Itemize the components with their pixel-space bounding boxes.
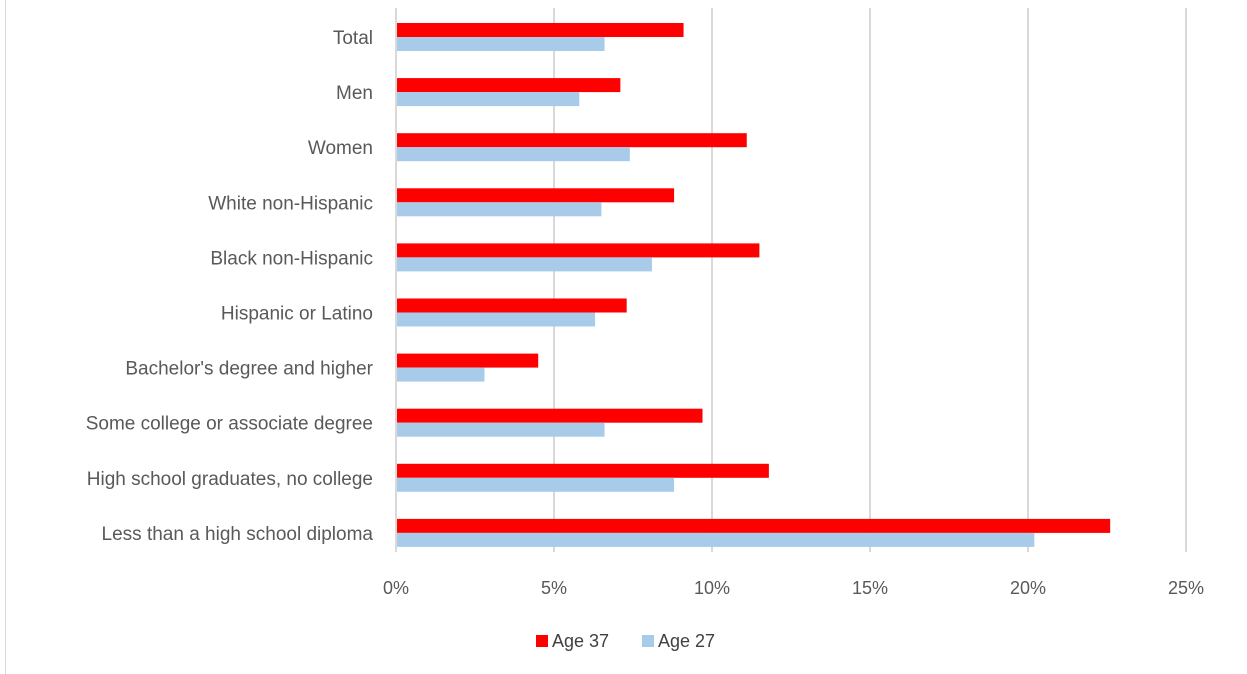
bar-age-37-high-school-graduates-no-college <box>396 463 769 478</box>
bar-age-37-less-than-a-high-school-diploma <box>396 518 1111 533</box>
bar-age-27-bachelor-s-degree-and-higher <box>396 367 485 382</box>
bar-age-37-bachelor-s-degree-and-higher <box>396 353 539 368</box>
x-tick-label: 0% <box>383 578 409 598</box>
legend-swatch <box>536 635 548 647</box>
bars <box>396 23 1111 547</box>
category-label: High school graduates, no college <box>87 469 373 490</box>
x-tick-label: 20% <box>1010 578 1046 598</box>
bar-age-37-some-college-or-associate-degree <box>396 408 703 423</box>
legend-item-age-27: Age 27 <box>642 631 715 651</box>
legend-swatch <box>642 635 654 647</box>
x-tick-label: 10% <box>694 578 730 598</box>
legend-label: Age 27 <box>658 631 715 651</box>
gridlines <box>553 8 1187 552</box>
bar-age-37-men <box>396 78 621 93</box>
bar-age-27-hispanic-or-latino <box>396 312 596 327</box>
category-label: Bachelor's degree and higher <box>125 359 373 380</box>
legend-item-age-37: Age 37 <box>536 631 609 651</box>
category-label: Men <box>336 83 373 104</box>
bar-age-37-white-non-hispanic <box>396 188 675 203</box>
legend: Age 37 Age 27 <box>536 631 715 651</box>
category-labels: Total Men Women White non-Hispanic Black non… <box>86 28 374 545</box>
bar-age-27-women <box>396 147 630 162</box>
bar-age-27-total <box>396 37 605 51</box>
bar-age-27-some-college-or-associate-degree <box>396 422 605 437</box>
x-tick-label: 15% <box>852 578 888 598</box>
x-tick-label: 25% <box>1168 578 1204 598</box>
x-tick-labels: 0% 5% 10% 15% 20% 25% <box>383 578 1204 598</box>
bar-age-37-women <box>396 133 747 148</box>
category-label: Less than a high school diploma <box>102 524 374 545</box>
bar-age-37-total <box>396 23 684 37</box>
chart-frame-edge <box>5 0 6 674</box>
bar-age-27-high-school-graduates-no-college <box>396 477 675 492</box>
category-label: Women <box>308 138 373 159</box>
bar-age-27-black-non-hispanic <box>396 257 652 272</box>
category-label: Hispanic or Latino <box>221 304 373 325</box>
category-label: Total <box>333 28 373 49</box>
bar-age-37-hispanic-or-latino <box>396 298 627 313</box>
legend-label: Age 37 <box>552 631 609 651</box>
bar-age-27-men <box>396 92 580 107</box>
bar-age-27-white-non-hispanic <box>396 202 602 217</box>
category-label: Black non-Hispanic <box>210 248 373 269</box>
bar-age-37-black-non-hispanic <box>396 243 760 258</box>
bar-age-27-less-than-a-high-school-diploma <box>396 532 1035 547</box>
category-label: Some college or associate degree <box>86 414 373 435</box>
x-tick-label: 5% <box>541 578 567 598</box>
category-label: White non-Hispanic <box>208 193 373 214</box>
